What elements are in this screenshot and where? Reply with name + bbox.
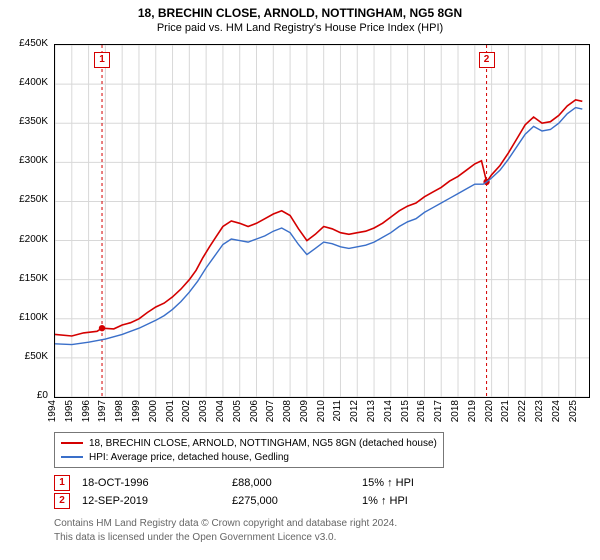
transaction-marker-1: 1: [54, 475, 70, 491]
chart-marker-2: 2: [479, 52, 495, 68]
x-tick-label: 2022: [517, 400, 528, 430]
legend-label: 18, BRECHIN CLOSE, ARNOLD, NOTTINGHAM, N…: [89, 438, 437, 449]
footer-line-1: Contains HM Land Registry data © Crown c…: [54, 518, 397, 529]
chart-lines: [55, 45, 589, 397]
transactions-table: 1 18-OCT-1996 £88,000 15% ↑ HPI 2 12-SEP-2019…: [54, 474, 502, 510]
x-tick-label: 1994: [47, 400, 58, 430]
transaction-price: £88,000: [232, 477, 342, 489]
x-tick-label: 2003: [198, 400, 209, 430]
x-tick-label: 1997: [97, 400, 108, 430]
transaction-price: £275,000: [232, 495, 342, 507]
x-tick-label: 2015: [400, 400, 411, 430]
y-tick-label: £50K: [0, 351, 48, 362]
x-tick-label: 2021: [500, 400, 511, 430]
x-tick-label: 2020: [484, 400, 495, 430]
legend-swatch: [61, 456, 83, 458]
x-tick-label: 1996: [81, 400, 92, 430]
transaction-delta: 15% ↑ HPI: [362, 477, 482, 489]
x-tick-label: 2023: [534, 400, 545, 430]
y-tick-label: £450K: [0, 38, 48, 49]
y-tick-label: £0: [0, 390, 48, 401]
y-tick-label: £300K: [0, 155, 48, 166]
x-tick-label: 1995: [64, 400, 75, 430]
x-tick-label: 2014: [383, 400, 394, 430]
transaction-row: 1 18-OCT-1996 £88,000 15% ↑ HPI: [54, 474, 502, 492]
y-tick-label: £200K: [0, 234, 48, 245]
legend-item: 18, BRECHIN CLOSE, ARNOLD, NOTTINGHAM, N…: [61, 436, 437, 450]
x-tick-label: 2000: [148, 400, 159, 430]
transaction-marker-2: 2: [54, 493, 70, 509]
x-tick-label: 2013: [366, 400, 377, 430]
transaction-row: 2 12-SEP-2019 £275,000 1% ↑ HPI: [54, 492, 502, 510]
x-tick-label: 2018: [450, 400, 461, 430]
transaction-delta: 1% ↑ HPI: [362, 495, 482, 507]
x-tick-label: 2024: [551, 400, 562, 430]
legend-swatch: [61, 442, 83, 444]
x-tick-label: 2008: [282, 400, 293, 430]
x-tick-label: 2019: [467, 400, 478, 430]
chart-marker-1: 1: [94, 52, 110, 68]
footer-line-2: This data is licensed under the Open Gov…: [54, 532, 336, 543]
transaction-date: 12-SEP-2019: [82, 495, 212, 507]
x-tick-label: 2016: [416, 400, 427, 430]
x-tick-label: 2007: [265, 400, 276, 430]
x-tick-label: 2010: [316, 400, 327, 430]
x-tick-label: 2009: [299, 400, 310, 430]
x-tick-label: 2017: [433, 400, 444, 430]
legend: 18, BRECHIN CLOSE, ARNOLD, NOTTINGHAM, N…: [54, 432, 444, 468]
chart-title: 18, BRECHIN CLOSE, ARNOLD, NOTTINGHAM, N…: [0, 6, 600, 20]
x-tick-label: 2001: [165, 400, 176, 430]
x-tick-label: 2012: [349, 400, 360, 430]
transaction-date: 18-OCT-1996: [82, 477, 212, 489]
x-tick-label: 2005: [232, 400, 243, 430]
x-tick-label: 1999: [131, 400, 142, 430]
y-tick-label: £100K: [0, 312, 48, 323]
y-tick-label: £400K: [0, 77, 48, 88]
chart-plot-area: [54, 44, 590, 398]
x-tick-label: 1998: [114, 400, 125, 430]
legend-label: HPI: Average price, detached house, Gedl…: [89, 452, 289, 463]
y-tick-label: £250K: [0, 194, 48, 205]
legend-item: HPI: Average price, detached house, Gedl…: [61, 450, 437, 464]
y-tick-label: £350K: [0, 116, 48, 127]
x-tick-label: 2002: [181, 400, 192, 430]
y-tick-label: £150K: [0, 273, 48, 284]
x-tick-label: 2006: [249, 400, 260, 430]
chart-subtitle: Price paid vs. HM Land Registry's House …: [0, 22, 600, 34]
x-tick-label: 2004: [215, 400, 226, 430]
x-tick-label: 2025: [568, 400, 579, 430]
x-tick-label: 2011: [332, 400, 343, 430]
